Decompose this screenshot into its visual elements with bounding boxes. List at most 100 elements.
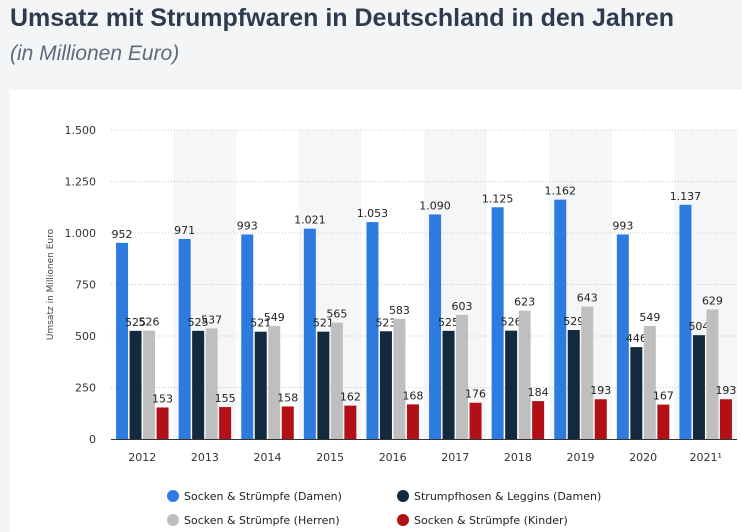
data-label: 623 xyxy=(514,296,535,309)
x-tick-label: 2017 xyxy=(441,451,469,464)
y-tick-label: 0 xyxy=(89,433,96,446)
legend: Socken & Strümpfe (Damen) Strumpfhosen & … xyxy=(167,490,601,527)
bar xyxy=(379,331,392,439)
legend-entry[interactable]: Socken & Strümpfe (Kinder) xyxy=(414,514,568,527)
legend-marker xyxy=(397,514,409,526)
y-tick-label: 1.000 xyxy=(65,227,97,240)
bar xyxy=(192,330,205,439)
bar xyxy=(554,199,567,439)
bar xyxy=(317,331,330,439)
data-label: 525 xyxy=(438,316,459,329)
data-label: 993 xyxy=(237,219,258,232)
bar xyxy=(429,214,442,439)
data-label: 167 xyxy=(653,390,674,403)
data-label: 525 xyxy=(188,316,209,329)
data-label: 446 xyxy=(626,332,647,345)
data-label: 549 xyxy=(264,311,285,324)
data-label: 603 xyxy=(452,300,473,313)
bar xyxy=(393,318,406,439)
bar xyxy=(406,404,419,439)
bar xyxy=(657,404,670,439)
chart-subtitle: (in Millionen Euro) xyxy=(10,42,180,65)
data-label: 1.090 xyxy=(419,199,451,212)
bar xyxy=(581,306,594,439)
bar xyxy=(456,314,469,439)
bar xyxy=(344,405,357,439)
x-tick-label: 2021¹ xyxy=(689,451,721,464)
x-tick-label: 2019 xyxy=(567,451,595,464)
bar xyxy=(303,228,316,439)
x-tick-label: 2018 xyxy=(504,451,532,464)
data-label: 521 xyxy=(313,317,334,330)
bar xyxy=(679,204,692,439)
legend-entry[interactable]: Socken & Strümpfe (Damen) xyxy=(184,490,342,503)
y-tick-label: 500 xyxy=(75,330,96,343)
bar xyxy=(156,407,169,439)
bar xyxy=(630,347,643,439)
bar-chart: 0 250 500 750 1.000 1.250 1.500 Umsatz in Mill… xyxy=(46,124,737,527)
bar xyxy=(241,234,254,439)
data-label: 629 xyxy=(702,294,723,307)
bar xyxy=(719,399,732,439)
y-tick-label: 750 xyxy=(75,279,96,292)
bar xyxy=(469,402,482,439)
legend-entry[interactable]: Socken & Strümpfe (Herren) xyxy=(184,514,340,527)
data-label: 521 xyxy=(250,317,271,330)
x-tick-label: 2013 xyxy=(191,451,219,464)
data-label: 1.162 xyxy=(545,185,577,198)
bar xyxy=(706,309,719,439)
bar xyxy=(594,399,607,439)
bar xyxy=(532,401,545,439)
data-label: 176 xyxy=(465,388,486,401)
bar xyxy=(442,330,455,439)
bar xyxy=(143,330,156,439)
y-tick-label: 1.250 xyxy=(65,176,97,189)
legend-marker xyxy=(167,490,179,502)
data-label: 549 xyxy=(639,311,660,324)
data-label: 952 xyxy=(112,228,133,241)
bar xyxy=(129,330,142,439)
legend-marker xyxy=(397,490,409,502)
bar xyxy=(491,207,504,439)
bar xyxy=(505,330,518,439)
bar xyxy=(281,406,294,439)
data-label: 153 xyxy=(152,392,173,405)
bar xyxy=(643,325,656,439)
bar xyxy=(268,325,281,439)
legend-marker xyxy=(167,514,179,526)
data-label: 971 xyxy=(174,224,195,237)
bar xyxy=(518,310,531,439)
y-tick-label: 1.500 xyxy=(65,124,97,137)
x-tick-label: 2012 xyxy=(128,451,156,464)
x-axis: 2012 2013 2014 2015 2016 2017 2018 2019 2020 2021… xyxy=(111,439,737,464)
y-axis: 0 250 500 750 1.000 1.250 1.500 xyxy=(65,124,97,446)
data-label: 565 xyxy=(326,308,347,321)
data-label: 1.125 xyxy=(482,192,514,205)
y-axis-label: Umsatz in Millionen Euro xyxy=(46,228,56,340)
data-label: 504 xyxy=(688,320,709,333)
bar xyxy=(254,331,267,439)
bar xyxy=(219,407,232,439)
data-label: 526 xyxy=(501,316,522,329)
data-label: 523 xyxy=(375,316,396,329)
data-label: 155 xyxy=(215,392,236,405)
x-tick-label: 2015 xyxy=(316,451,344,464)
data-label: 993 xyxy=(612,219,633,232)
bar xyxy=(116,242,129,439)
data-label: 162 xyxy=(340,391,361,404)
data-label: 529 xyxy=(563,315,584,328)
data-label: 583 xyxy=(389,304,410,317)
data-label: 193 xyxy=(715,384,736,397)
x-tick-label: 2020 xyxy=(629,451,657,464)
data-label: 643 xyxy=(577,292,598,305)
bar xyxy=(692,335,705,439)
data-label: 168 xyxy=(402,389,423,402)
bar xyxy=(178,238,191,439)
data-label: 1.137 xyxy=(670,190,702,203)
chart-card: 0 250 500 750 1.000 1.250 1.500 Umsatz in Mill… xyxy=(10,90,742,532)
bars: 9525255261539715255371559935215491581.02… xyxy=(112,185,736,439)
x-tick-label: 2014 xyxy=(254,451,282,464)
chart-title: Umsatz mit Strumpfwaren in Deutschland i… xyxy=(10,4,675,32)
data-label: 184 xyxy=(528,386,549,399)
legend-entry[interactable]: Strumpfhosen & Leggins (Damen) xyxy=(414,490,601,503)
